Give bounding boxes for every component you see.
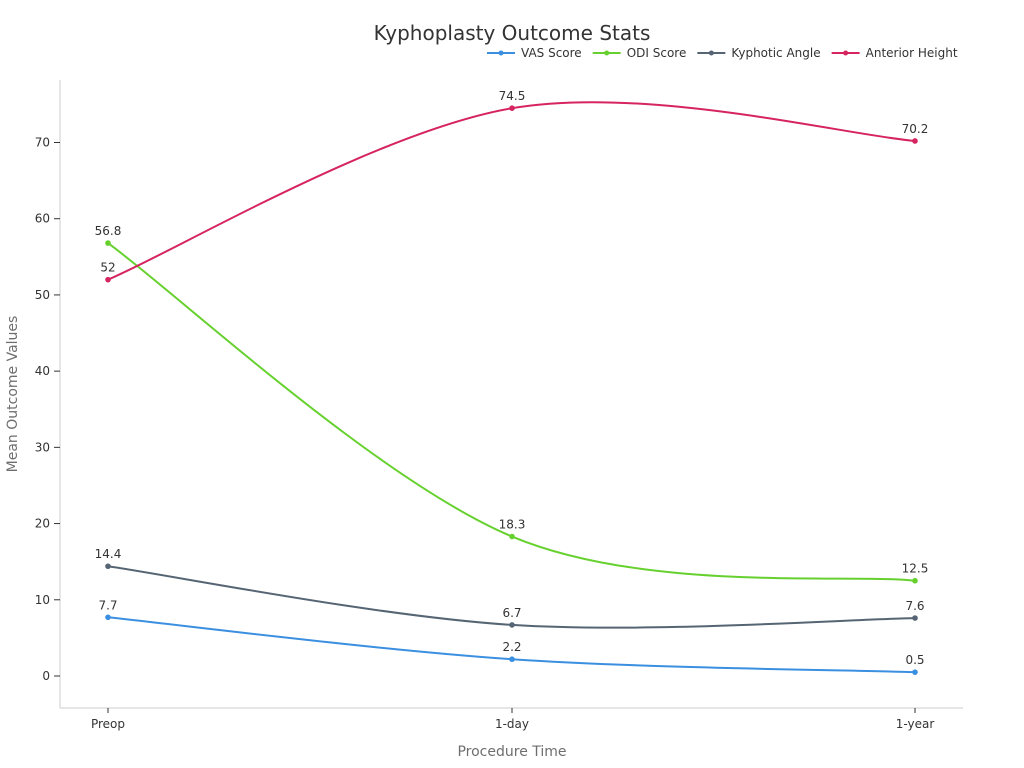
- data-point-kyphotic-angle[interactable]: [509, 622, 515, 628]
- data-point-anterior-height[interactable]: [912, 138, 918, 144]
- y-tick-label: 50: [35, 288, 50, 302]
- data-label-vas-score: 2.2: [502, 640, 521, 654]
- y-tick-label: 0: [42, 669, 50, 683]
- y-tick-label: 30: [35, 440, 50, 454]
- legend-item-kyphotic-angle[interactable]: Kyphotic Angle: [697, 46, 821, 60]
- chart-title: Kyphoplasty Outcome Stats: [374, 21, 651, 45]
- legend-label: ODI Score: [627, 46, 687, 60]
- legend-swatch-marker: [843, 50, 849, 56]
- data-label-kyphotic-angle: 14.4: [95, 547, 122, 561]
- y-axis-title: Mean Outcome Values: [5, 316, 21, 473]
- data-point-anterior-height[interactable]: [105, 276, 111, 283]
- x-tick-label: 1-day: [495, 717, 529, 731]
- legend-item-vas-score[interactable]: VAS Score: [487, 46, 582, 60]
- legend-swatch-marker: [604, 50, 610, 56]
- x-axis-ticks: Preop 1-day 1-year: [91, 708, 934, 731]
- data-label-kyphotic-angle: 7.6: [905, 599, 924, 613]
- data-label-kyphotic-angle: 6.7: [502, 606, 521, 620]
- legend-label: Anterior Height: [866, 46, 958, 60]
- data-label-odi-score: 56.8: [95, 224, 122, 238]
- data-point-vas-score[interactable]: [509, 656, 515, 663]
- x-tick-label: Preop: [91, 717, 125, 731]
- data-point-anterior-height[interactable]: [509, 105, 515, 111]
- series-lines: [107, 101, 916, 674]
- y-tick-label: 10: [35, 593, 50, 607]
- data-label-odi-score: 18.3: [499, 518, 526, 532]
- y-axis-ticks: 0 10 20 30 40 50 60 70: [35, 135, 60, 683]
- data-label-anterior-height: 52: [100, 261, 115, 275]
- series-line-anterior-height: [107, 101, 916, 281]
- data-label-odi-score: 12.5: [902, 562, 929, 576]
- legend: VAS Score ODI Score Kyphotic Angle Anterior…: [487, 46, 958, 60]
- legend-label: VAS Score: [521, 46, 582, 60]
- legend-label: Kyphotic Angle: [731, 46, 820, 60]
- data-labels: 7.7 2.2 0.5 56.8 18.3 12.5 14.4 6.7 7.6 52 74.5 70.…: [95, 89, 929, 667]
- series-points: [105, 105, 918, 675]
- data-label-anterior-height: 74.5: [499, 89, 526, 103]
- y-tick-label: 70: [35, 135, 50, 149]
- legend-item-odi-score[interactable]: ODI Score: [592, 46, 687, 60]
- data-point-vas-score[interactable]: [912, 669, 918, 675]
- y-tick-label: 40: [35, 364, 50, 378]
- legend-swatch-marker: [708, 50, 714, 56]
- data-point-kyphotic-angle[interactable]: [105, 563, 111, 570]
- data-point-vas-score[interactable]: [105, 614, 111, 621]
- data-point-odi-score[interactable]: [105, 240, 111, 246]
- y-tick-label: 20: [35, 517, 50, 531]
- data-point-odi-score[interactable]: [912, 577, 918, 584]
- legend-swatch-marker: [498, 50, 504, 56]
- x-axis-title: Procedure Time: [457, 744, 566, 760]
- data-label-anterior-height: 70.2: [902, 122, 929, 136]
- data-point-odi-score[interactable]: [509, 533, 515, 540]
- x-tick-label: 1-year: [896, 717, 935, 731]
- data-label-vas-score: 7.7: [98, 598, 117, 612]
- legend-item-anterior-height[interactable]: Anterior Height: [831, 46, 958, 60]
- data-label-vas-score: 0.5: [905, 653, 924, 667]
- data-point-kyphotic-angle[interactable]: [912, 615, 918, 621]
- y-tick-label: 60: [35, 212, 50, 226]
